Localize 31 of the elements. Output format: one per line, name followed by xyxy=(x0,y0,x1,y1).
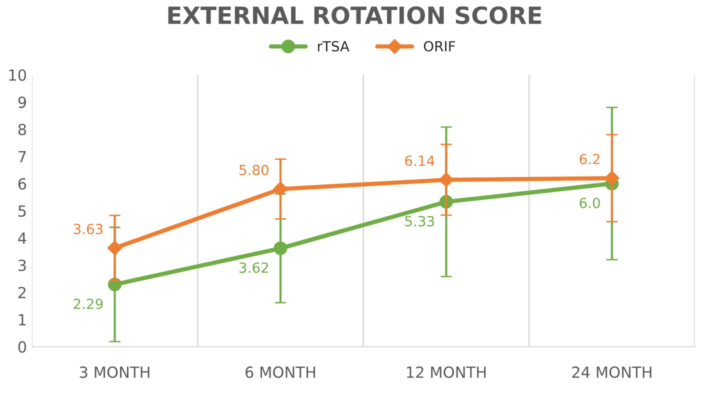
x-tick-label: 12 MONTH xyxy=(407,366,486,378)
legend-label: rTSA xyxy=(318,41,350,52)
y-tick-label: 2 xyxy=(18,286,26,298)
legend-label: ORIF xyxy=(424,41,455,52)
chart-title: EXTERNAL ROTATION SCORE xyxy=(168,6,542,24)
data-label: 3.63 xyxy=(74,224,103,234)
y-tick-label: 8 xyxy=(18,124,26,136)
y-tick-label: 10 xyxy=(9,69,26,81)
data-label: 3.62 xyxy=(240,262,268,273)
y-tick-label: 7 xyxy=(18,151,26,162)
y-tick-label: 9 xyxy=(18,96,26,108)
x-tick-label: 3 MONTH xyxy=(80,366,150,378)
point xyxy=(107,240,122,256)
data-label: 5.33 xyxy=(405,216,434,226)
y-tick-label: 0 xyxy=(18,341,26,353)
y-tick-label: 4 xyxy=(18,232,26,244)
point xyxy=(273,182,288,196)
data-label: 5.80 xyxy=(240,164,268,176)
data-label: 6.14 xyxy=(405,155,434,166)
x-tick-label: 24 MONTH xyxy=(572,366,652,378)
y-tick-label: 5 xyxy=(18,205,26,217)
data-label: 2.29 xyxy=(74,298,103,310)
y-tick-label: 3 xyxy=(18,260,26,272)
point xyxy=(604,170,620,186)
x-tick-label: 6 MONTH xyxy=(246,366,316,378)
data-label: 6.2 xyxy=(580,154,600,164)
point xyxy=(438,172,454,188)
y-tick-label: 6 xyxy=(18,178,26,190)
y-tick-label: 1 xyxy=(19,314,26,326)
data-label: 6.0 xyxy=(580,198,600,208)
point xyxy=(274,242,288,256)
